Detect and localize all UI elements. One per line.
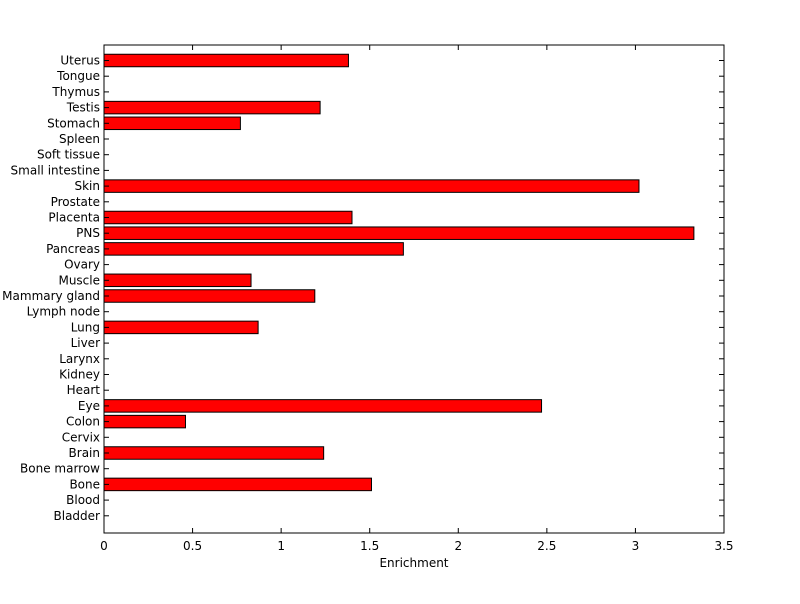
bar-eye (103, 399, 543, 413)
x-axis-label: Enrichment (379, 556, 448, 570)
y-tick-label: Thymus (51, 85, 100, 99)
y-tick-label: Bladder (54, 509, 101, 523)
x-tick-label: 3.5 (714, 539, 733, 553)
y-tick-label: Pancreas (46, 242, 100, 256)
y-tick-label: Bone (69, 477, 100, 491)
x-tick-label: 2 (454, 539, 462, 553)
y-tick-label: Uterus (60, 54, 100, 68)
y-tick-label: Tongue (56, 69, 100, 83)
bar-skin (103, 179, 640, 193)
plot-frame (103, 44, 725, 534)
y-tick-label: Small intestine (11, 163, 100, 177)
bar-muscle (103, 273, 252, 288)
bar-pns (103, 226, 695, 240)
bar-placenta (103, 210, 353, 225)
y-tick-label: Mammary gland (2, 289, 100, 303)
y-tick-label: Stomach (47, 116, 100, 130)
bar-uterus (103, 53, 349, 68)
y-tick-label: Colon (66, 415, 100, 429)
y-tick-label: Eye (78, 399, 100, 413)
x-tick-labels: 0 0.5 1 1.5 2 2.5 3 3.5 (100, 539, 733, 553)
y-tick-label: Soft tissue (37, 148, 100, 162)
y-tick-label: Lung (71, 320, 100, 334)
y-tick-label: Larynx (59, 352, 100, 366)
y-tick-label: Skin (74, 179, 100, 193)
bar-lung (103, 320, 259, 335)
y-tick-label: Prostate (51, 195, 100, 209)
y-tick-label: Lymph node (27, 305, 100, 319)
y-tick-label: Kidney (59, 368, 100, 382)
y-tick-label: Ovary (64, 258, 100, 272)
bar-brain (103, 446, 325, 460)
bar-mammary-gland (103, 289, 316, 303)
bar-bone (103, 477, 372, 492)
bar-pancreas (103, 242, 404, 256)
y-tick-label: Muscle (58, 273, 100, 287)
x-tick-label: 0.5 (183, 539, 202, 553)
y-tick-label: Spleen (59, 132, 100, 146)
bar-stomach (103, 116, 241, 131)
y-tick-label: Testis (66, 101, 100, 115)
x-tick-label: 2.5 (537, 539, 556, 553)
y-tick-label: Heart (67, 383, 101, 397)
x-tick-label: 1.5 (360, 539, 379, 553)
y-tick-label: Brain (69, 446, 100, 460)
y-tick-label: Liver (71, 336, 101, 350)
y-tick-label: Blood (66, 493, 100, 507)
y-tick-label: Bone marrow (20, 462, 100, 476)
bar-testis (103, 100, 321, 115)
x-tick-label: 1 (277, 539, 285, 553)
y-tick-label: PNS (76, 226, 100, 240)
y-tick-label: Placenta (48, 211, 100, 225)
bar-colon (103, 414, 186, 429)
x-tick-label: 0 (100, 539, 108, 553)
x-tick-label: 3 (632, 539, 640, 553)
y-tick-label: Cervix (62, 430, 100, 444)
